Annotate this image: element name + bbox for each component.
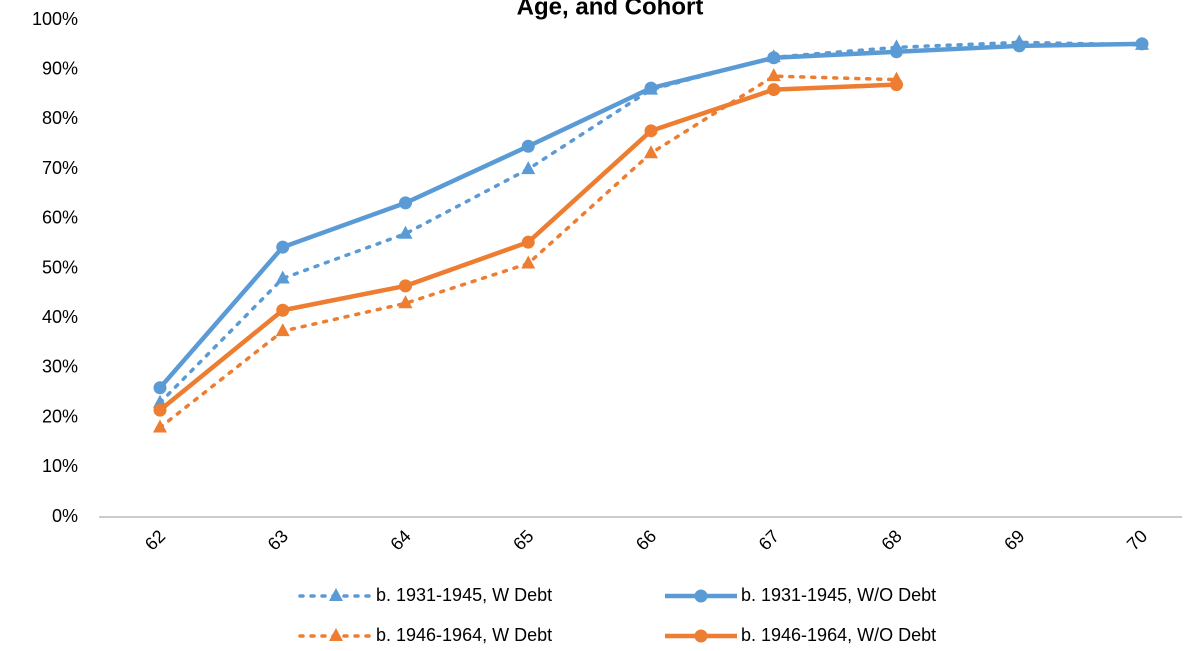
marker bbox=[644, 145, 658, 159]
x-tick-label: 65 bbox=[509, 526, 537, 554]
marker bbox=[521, 235, 535, 249]
legend-item: b. 1931-1945, W Debt bbox=[298, 585, 552, 605]
series-line bbox=[158, 40, 1144, 405]
marker bbox=[521, 255, 536, 269]
y-tick-label: 70% bbox=[42, 158, 78, 178]
marker bbox=[399, 196, 412, 210]
marker bbox=[276, 240, 290, 254]
marker bbox=[399, 279, 412, 293]
y-tick-label: 0% bbox=[52, 506, 78, 526]
y-tick-label: 10% bbox=[42, 456, 78, 476]
marker bbox=[398, 295, 413, 309]
marker bbox=[521, 161, 536, 175]
marker bbox=[153, 381, 167, 395]
marker bbox=[1135, 37, 1149, 51]
legend-label: b. 1931-1945, W Debt bbox=[376, 585, 552, 605]
x-tick-label: 70 bbox=[1123, 526, 1151, 554]
marker bbox=[329, 628, 343, 641]
y-tick-label: 90% bbox=[42, 58, 78, 78]
marker bbox=[398, 225, 413, 239]
series-line bbox=[158, 74, 899, 430]
y-tick-label: 40% bbox=[42, 307, 78, 327]
marker bbox=[767, 51, 781, 65]
legend-item: b. 1931-1945, W/O Debt bbox=[665, 585, 936, 605]
marker bbox=[275, 323, 290, 337]
y-tick-label: 50% bbox=[42, 257, 78, 277]
marker bbox=[890, 78, 903, 92]
marker bbox=[767, 83, 781, 97]
marker bbox=[275, 270, 290, 284]
y-tick-label: 30% bbox=[42, 357, 78, 377]
marker bbox=[329, 588, 343, 601]
marker bbox=[153, 419, 167, 433]
marker bbox=[694, 589, 708, 603]
legend-item: b. 1946-1964, W Debt bbox=[298, 625, 552, 645]
marker bbox=[276, 303, 290, 317]
marker bbox=[1012, 39, 1026, 53]
y-tick-label: 80% bbox=[42, 108, 78, 128]
legend-label: b. 1946-1964, W Debt bbox=[376, 625, 552, 645]
x-tick-label: 66 bbox=[632, 526, 660, 554]
y-tick-label: 60% bbox=[42, 208, 78, 228]
marker bbox=[890, 45, 903, 59]
marker bbox=[153, 403, 167, 417]
y-tick-label: 100% bbox=[32, 9, 78, 29]
x-tick-label: 68 bbox=[877, 526, 905, 554]
legend-item: b. 1946-1964, W/O Debt bbox=[665, 625, 936, 645]
x-tick-label: 69 bbox=[1000, 526, 1028, 554]
x-tick-label: 67 bbox=[755, 526, 783, 554]
marker bbox=[644, 81, 658, 95]
series-line bbox=[158, 41, 1143, 390]
y-tick-label: 20% bbox=[42, 406, 78, 426]
x-tick-label: 63 bbox=[264, 526, 292, 554]
marker bbox=[521, 139, 535, 153]
x-tick-label: 62 bbox=[141, 526, 169, 554]
chart-title: Age, and Cohort bbox=[517, 0, 704, 20]
legend-label: b. 1946-1964, W/O Debt bbox=[741, 625, 936, 645]
marker bbox=[644, 124, 658, 138]
marker bbox=[766, 68, 781, 82]
marker bbox=[694, 629, 708, 643]
legend-label: b. 1931-1945, W/O Debt bbox=[741, 585, 936, 605]
x-tick-label: 64 bbox=[386, 526, 414, 554]
